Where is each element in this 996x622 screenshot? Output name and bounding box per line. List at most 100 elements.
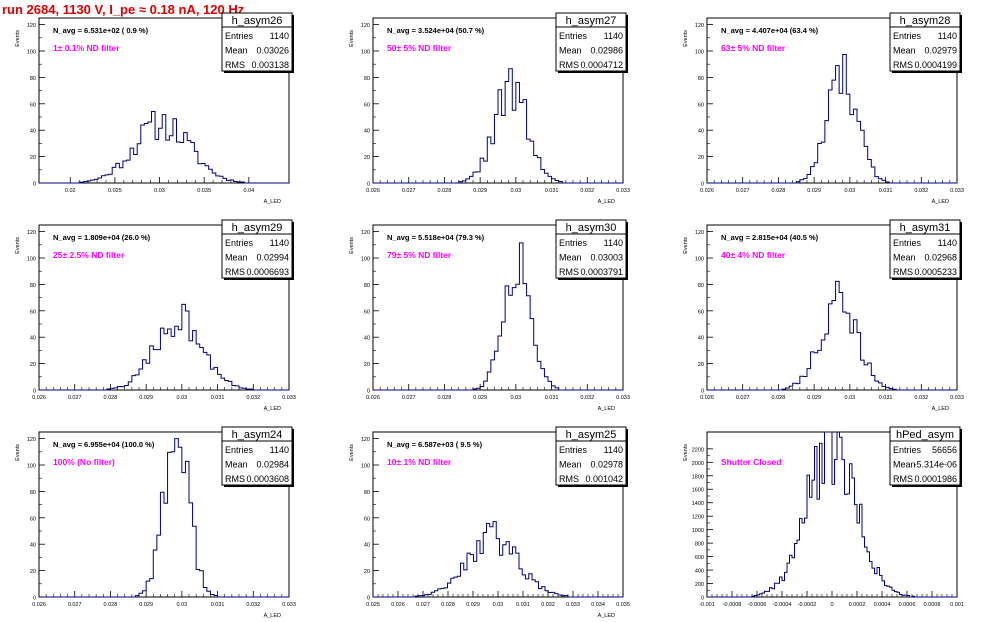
y-tick-label: 1000 <box>692 528 704 534</box>
x-tick-label: 0.028 <box>441 602 455 608</box>
stats-label-rms: RMS <box>893 474 913 484</box>
y-tick-label: 120 <box>361 230 370 236</box>
x-tick-label: 0.029 <box>139 602 153 608</box>
x-tick-label: 0.027 <box>736 188 750 194</box>
navg-label: N_avg = 5.518e+04 (79.3 %) <box>387 233 485 242</box>
stats-value-mean: -5.314e-06 <box>913 460 957 470</box>
y-axis-title: Events <box>349 444 355 461</box>
stats-value-rms: 0.0001986 <box>914 474 957 484</box>
stats-label-rms: RMS <box>225 267 245 277</box>
x-tick-label: 0.0006 <box>899 602 916 608</box>
y-tick-label: 20 <box>30 155 36 161</box>
y-tick-label: 100 <box>695 50 704 56</box>
x-tick-label: 0.027 <box>402 395 416 401</box>
x-tick-label: 0.035 <box>197 188 211 194</box>
x-tick-label: -0.0002 <box>798 602 817 608</box>
x-tick-label: 0.001 <box>950 602 964 608</box>
x-tick-label: -0.0008 <box>723 602 742 608</box>
plot-frame <box>372 224 624 391</box>
y-tick-label: 800 <box>695 542 704 548</box>
run-title: run 2684, 1130 V, I_pe ≈ 0.18 nA, 120 Hz <box>2 2 245 17</box>
histogram-line <box>373 521 623 598</box>
x-tick-label: 0.033 <box>616 188 630 194</box>
stats-value-rms: 0.0004712 <box>580 60 623 70</box>
histogram-name: h_asym28 <box>900 15 951 27</box>
y-tick-label: 100 <box>361 257 370 263</box>
y-tick-label: 80 <box>698 283 704 289</box>
filter-label: 25± 2.5% ND filter <box>53 250 125 260</box>
x-tick-label: 0.03 <box>510 188 521 194</box>
x-tick-label: 0.0008 <box>924 602 941 608</box>
stats-label-rms: RMS <box>225 60 245 70</box>
stats-value-mean: 0.02968 <box>924 253 957 263</box>
stats-value-entries: 1140 <box>604 445 623 455</box>
x-tick-label: 0.029 <box>807 188 821 194</box>
x-tick-label: 0.0004 <box>874 602 891 608</box>
stats-value-rms: 0.0003608 <box>246 474 289 484</box>
x-tick-label: 0.031 <box>516 602 530 608</box>
stats-value-mean: 0.03026 <box>256 46 289 56</box>
x-tick-label: 0.032 <box>246 395 260 401</box>
x-tick-label: 0.029 <box>139 395 153 401</box>
stats-label-mean: Mean <box>225 460 248 470</box>
stats-label-rms: RMS <box>893 267 913 277</box>
y-tick-label: 60 <box>364 309 370 315</box>
y-tick-label: 40 <box>364 129 370 135</box>
stats-label-entries: Entries <box>225 445 254 455</box>
y-tick-label: 120 <box>361 23 370 29</box>
x-tick-label: 0.0002 <box>849 602 866 608</box>
stats-label-rms: RMS <box>893 60 913 70</box>
x-tick-label: 0.025 <box>108 188 122 194</box>
stats-label-entries: Entries <box>559 31 588 41</box>
y-tick-label: 80 <box>30 283 36 289</box>
x-axis-title: A_LED <box>598 199 615 205</box>
stats-value-rms: 0.0004199 <box>914 60 957 70</box>
stats-value-entries: 1140 <box>604 31 623 41</box>
stats-value-entries: 1140 <box>270 445 289 455</box>
histogram-panel-h_asym28: 0 20 40 60 80 100 120 0.026 0.027 0.028 0.029 0.03 0… <box>683 12 964 205</box>
filter-label: 1± 0.1% ND filter <box>53 43 120 53</box>
x-tick-label: 0.029 <box>473 395 487 401</box>
x-axis-title: A_LED <box>932 406 949 412</box>
y-axis-title: Events <box>683 30 689 47</box>
y-tick-label: 100 <box>361 50 370 56</box>
x-tick-label: 0.031 <box>211 602 225 608</box>
stats-box <box>889 219 961 279</box>
y-tick-label: 0 <box>701 182 704 188</box>
histogram-name: h_asym29 <box>232 222 283 234</box>
y-tick-label: 2000 <box>692 461 704 467</box>
x-tick-label: 0.031 <box>879 395 893 401</box>
stats-label-rms: RMS <box>225 474 245 484</box>
y-tick-label: 20 <box>698 155 704 161</box>
y-tick-label: 80 <box>30 490 36 496</box>
stats-value-mean: 0.02986 <box>590 46 623 56</box>
x-tick-label: 0.027 <box>68 395 82 401</box>
x-tick-label: 0.03 <box>844 188 855 194</box>
stats-value-mean: 0.03003 <box>590 253 623 263</box>
y-tick-label: 60 <box>364 516 370 522</box>
histogram-line <box>39 438 289 598</box>
x-tick-label: 0.031 <box>545 395 559 401</box>
navg-label: N_avg = 3.524e+04 (50.7 %) <box>387 26 485 35</box>
y-tick-label: 100 <box>695 257 704 263</box>
stats-value-mean: 0.02978 <box>590 460 623 470</box>
plot-frame <box>38 17 290 184</box>
stats-box <box>889 426 961 486</box>
navg-label: N_avg = 6.531e+02 ( 0.9 %) <box>53 26 149 35</box>
y-tick-label: 120 <box>27 23 36 29</box>
filter-label: 40± 4% ND filter <box>721 250 786 260</box>
histogram-panel-h_asym27: 0 20 40 60 80 100 120 0.026 0.027 0.028 0.029 0.03 0… <box>349 12 630 205</box>
x-tick-label: 0.032 <box>914 395 928 401</box>
stats-label-rms: RMS <box>559 60 579 70</box>
histogram-line <box>707 431 957 598</box>
stats-label-entries: Entries <box>559 445 588 455</box>
filter-label: Shutter Closed <box>721 457 781 467</box>
y-tick-label: 120 <box>695 23 704 29</box>
stats-label-mean: Mean <box>225 46 248 56</box>
x-tick-label: 0.026 <box>32 395 46 401</box>
x-tick-label: 0.03 <box>154 188 165 194</box>
y-tick-label: 0 <box>367 596 370 602</box>
histogram-panel-h_asym24: 0 20 40 60 80 100 120 0.026 0.027 0.028 0.029 0.03 0… <box>15 426 296 619</box>
y-tick-label: 100 <box>27 464 36 470</box>
